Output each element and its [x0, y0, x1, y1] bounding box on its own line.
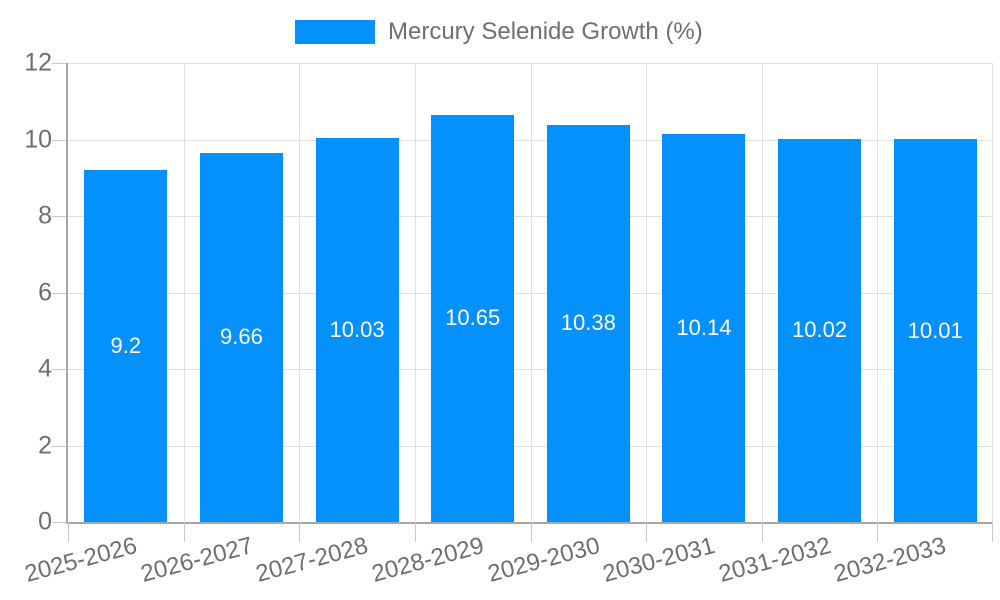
bar[interactable]: 10.65 — [431, 114, 515, 522]
bar[interactable]: 9.66 — [199, 152, 283, 522]
y-tick-label: 12 — [24, 48, 52, 77]
y-tick-label: 10 — [24, 125, 52, 153]
y-tick-label: 0 — [38, 507, 52, 536]
bar-value-label: 9.66 — [220, 324, 263, 350]
x-tick-label: 2025-2026 — [21, 532, 140, 588]
x-tick-label: 2031-2032 — [715, 532, 834, 588]
y-tick-label: 2 — [38, 431, 52, 459]
x-axis-tick — [646, 522, 648, 542]
bar-value-label: 10.14 — [676, 315, 732, 341]
y-axis-line — [66, 63, 68, 522]
legend-item[interactable]: Mercury Selenide Growth (%) — [295, 18, 703, 46]
v-gridline — [414, 63, 416, 522]
x-axis-tick — [992, 522, 993, 542]
y-axis-tick — [52, 369, 66, 370]
v-gridline — [877, 63, 879, 522]
y-tick-label: 4 — [38, 354, 52, 383]
y-tick-label: 8 — [38, 201, 52, 230]
x-axis-tick — [68, 522, 69, 542]
y-axis-tick — [52, 63, 66, 64]
v-gridline — [530, 63, 532, 522]
x-axis-tick — [761, 522, 763, 542]
bar-value-label: 10.03 — [329, 317, 385, 343]
bar-value-label: 10.38 — [560, 310, 616, 336]
x-axis-tick — [877, 522, 879, 542]
y-tick-label: 6 — [38, 278, 52, 306]
bar[interactable]: 10.38 — [546, 124, 630, 522]
bar[interactable]: 10.03 — [315, 138, 399, 522]
x-tick-label: 2030-2031 — [600, 532, 718, 588]
v-gridline — [646, 63, 648, 522]
bar[interactable]: 9.2 — [84, 170, 168, 522]
bar-value-label: 10.02 — [792, 317, 848, 343]
x-axis-tick — [414, 522, 416, 542]
x-tick-label: 2026-2027 — [137, 532, 256, 588]
y-axis-tick — [52, 522, 66, 523]
v-gridline — [761, 63, 763, 522]
x-axis-line — [66, 522, 993, 524]
bar-value-label: 10.01 — [907, 317, 963, 343]
y-axis-tick — [52, 216, 66, 217]
legend-swatch — [295, 20, 375, 44]
bar[interactable]: 10.14 — [662, 134, 746, 522]
x-tick-label: 2029-2030 — [484, 532, 603, 588]
plot-area: 0 2 4 6 8 10 12 9.2 9.66 10.03 10.65 10.38 10.14 10.0… — [22, 49, 993, 588]
y-axis-tick — [52, 292, 66, 294]
v-gridline — [992, 63, 993, 522]
x-axis-tick — [299, 522, 301, 542]
v-gridline — [299, 63, 301, 522]
x-axis-tick — [183, 522, 185, 542]
v-gridline — [183, 63, 185, 522]
x-tick-label: 2027-2028 — [253, 532, 372, 588]
y-axis-tick — [52, 139, 66, 141]
bar-value-label: 10.65 — [445, 305, 501, 331]
bar-value-label: 9.2 — [110, 333, 142, 359]
y-axis-tick — [52, 445, 66, 447]
legend-label: Mercury Selenide Growth (%) — [388, 18, 703, 45]
x-axis-tick — [530, 522, 532, 542]
x-tick-label: 2032-2033 — [831, 532, 950, 588]
bar[interactable]: 10.02 — [778, 138, 862, 522]
x-tick-label: 2028-2029 — [368, 532, 487, 588]
bar[interactable]: 10.01 — [893, 139, 977, 522]
